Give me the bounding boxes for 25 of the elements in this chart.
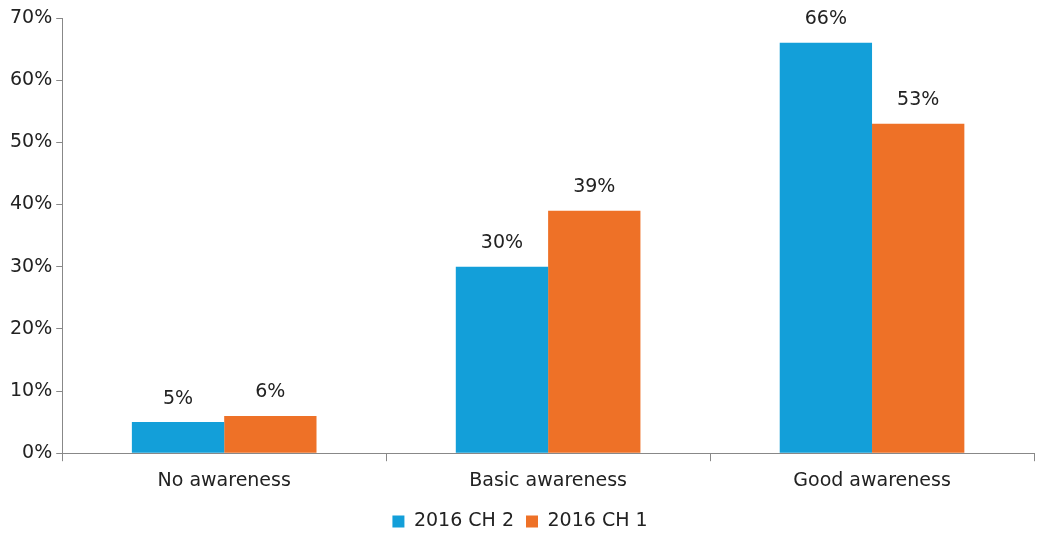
y-tick-label: 20% [10, 315, 53, 338]
data-label: 39% [573, 174, 616, 197]
data-label: 6% [255, 379, 286, 402]
legend-label: 2016 CH 2 [413, 508, 514, 531]
bar [131, 422, 225, 453]
bar [872, 123, 965, 453]
bar [224, 415, 317, 453]
y-tick-label: 50% [10, 129, 53, 152]
bar [548, 210, 641, 453]
data-label: 53% [897, 87, 940, 110]
bar [455, 266, 549, 453]
bar [779, 42, 873, 453]
y-tick-label: 40% [10, 191, 53, 214]
x-tick-label: Basic awareness [469, 467, 628, 490]
y-tick-label: 60% [10, 67, 53, 90]
data-label: 5% [162, 385, 194, 408]
data-label: 30% [480, 230, 524, 253]
x-tick-label: No awareness [157, 467, 291, 490]
y-tick-label: 30% [10, 253, 53, 276]
y-tick-label: 10% [10, 377, 53, 400]
x-tick-label: Good awareness [793, 467, 951, 490]
legend-label: 2016 CH 1 [547, 508, 648, 531]
y-tick-label: 70% [10, 4, 53, 27]
y-tick-label: 0% [22, 440, 53, 463]
data-label: 66% [804, 6, 847, 29]
